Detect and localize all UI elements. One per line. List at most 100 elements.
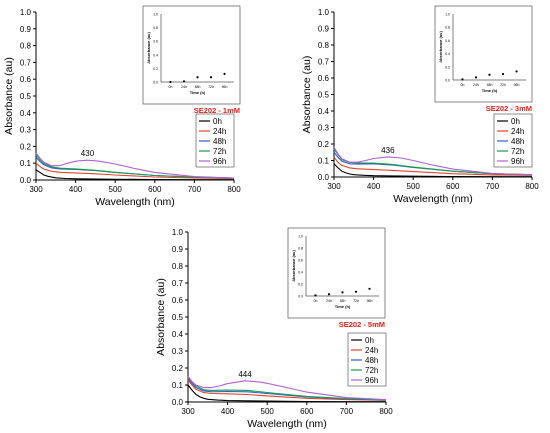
inset-x-tick-label: 96h	[367, 299, 373, 303]
y-tick-label: 0.2	[20, 142, 32, 151]
chart-panel-2: 0.0 0.1 0.2 0.3 0.4 0.5 0.6 0.7 0.8 0.9 1.0 300 400 5…	[301, 5, 539, 205]
sample-label: SE202 - 3mM	[486, 104, 532, 113]
x-tick-label: 300	[29, 185, 43, 194]
x-tick-label: 500	[261, 407, 275, 416]
y-tick-label: 0.2	[172, 364, 184, 373]
legend-label: 24h	[511, 127, 524, 136]
x-tick-label: 400	[367, 182, 381, 191]
chart-panel-3: 0.0 0.1 0.2 0.3 0.4 0.5 0.6 0.7 0.8 0.9 1.0 300 400 5…	[155, 227, 393, 430]
inset-x-tick-label: 0h	[314, 299, 318, 303]
inset-x-tick-label: 48h	[195, 85, 201, 89]
y-tick-label: 0.9	[20, 25, 32, 34]
y-tick-label: 0.9	[318, 25, 330, 34]
y-tick-label: 1.0	[318, 8, 330, 17]
x-tick-label: 700	[188, 185, 202, 194]
legend-label: 96h	[511, 157, 524, 166]
x-tick-label: 300	[181, 407, 195, 416]
inset-y-tick-label: 0.2	[298, 283, 303, 287]
y-tick-label: 0.6	[318, 74, 330, 83]
inset-y-tick-label: 0.8	[445, 26, 450, 30]
y-tick-label: 0.4	[172, 330, 184, 339]
series-line-96h	[35, 152, 235, 179]
legend-label: 0h	[511, 117, 520, 126]
x-tick-label: 400	[221, 407, 235, 416]
x-tick-label: 700	[340, 407, 354, 416]
series-line-24h	[333, 156, 533, 176]
inset-point	[488, 73, 491, 76]
inset-point	[196, 76, 199, 79]
inset-x-tick-label: 48h	[487, 83, 493, 87]
y-tick-label: 0.7	[318, 58, 330, 67]
x-axis-title: Wavelength (nm)	[247, 418, 327, 430]
inset-x-tick-label: 48h	[340, 299, 346, 303]
y-tick-label: 0.6	[172, 296, 184, 305]
x-axis-title: Wavelength (nm)	[393, 193, 473, 205]
y-tick-label: 0.3	[172, 347, 184, 356]
inset-point	[515, 70, 518, 73]
inset-x-tick-label: 96h	[514, 83, 520, 87]
y-tick-label: 0.7	[172, 279, 184, 288]
peak-label: 436	[381, 146, 395, 155]
inset-x-tick-label: 0h	[169, 85, 173, 89]
y-tick-label: 0.2	[318, 140, 330, 149]
y-tick-label: 0.9	[172, 245, 184, 254]
y-tick-label: 0.8	[20, 42, 32, 51]
series-line-96h	[333, 147, 533, 176]
y-tick-label: 0.5	[20, 92, 32, 101]
inset-y-tick-label: 0.8	[298, 247, 303, 251]
inset-frame	[434, 5, 533, 103]
inset-x-tick-label: 24h	[326, 299, 332, 303]
y-tick-label: 0.1	[172, 381, 184, 390]
inset-y-tick-label: 0.8	[153, 26, 158, 30]
legend-label: 72h	[511, 147, 524, 156]
legend-label: 96h	[365, 376, 378, 385]
series-line-24h	[35, 162, 235, 180]
series-line-0h	[333, 163, 532, 178]
y-tick-label: 1.0	[20, 8, 32, 17]
legend-label: 96h	[213, 157, 226, 166]
x-tick-label: 600	[446, 182, 460, 191]
y-tick-label: 0.6	[20, 75, 32, 84]
inset-y-tick-label: 0.2	[153, 67, 158, 71]
inset-x-tick-label: 96h	[222, 85, 228, 89]
peak-label: 444	[238, 370, 252, 379]
inset-point	[461, 78, 464, 81]
inset-x-axis-title: Time (h)	[482, 88, 498, 93]
sample-label: SE202 - 1mM	[194, 106, 240, 115]
inset-x-tick-label: 72h	[500, 83, 506, 87]
inset-point	[314, 294, 317, 297]
inset-y-tick-label: 0.4	[153, 53, 158, 57]
inset-x-tick-label: 72h	[353, 299, 359, 303]
x-tick-label: 400	[69, 185, 83, 194]
legend-label: 72h	[213, 147, 226, 156]
inset-x-tick-label: 0h	[461, 83, 465, 87]
x-tick-label: 800	[227, 185, 241, 194]
y-tick-label: 0.8	[318, 41, 330, 50]
chart-panel-1: 0.0 0.1 0.2 0.3 0.4 0.5 0.6 0.7 0.8 0.9 1.0 300 400 5…	[3, 5, 241, 208]
y-tick-label: 0.0	[20, 176, 32, 185]
inset-point	[354, 290, 358, 293]
inset-y-tick-label: 0.4	[298, 271, 303, 275]
x-tick-label: 800	[379, 407, 393, 416]
y-axis-title: Absorbance (au)	[155, 278, 167, 356]
y-tick-label: 0.0	[172, 398, 184, 407]
legend-label: 0h	[365, 336, 374, 345]
inset-point	[368, 287, 371, 290]
x-tick-label: 800	[525, 182, 539, 191]
inset-x-axis-title: Time (h)	[190, 90, 206, 95]
inset: 0.0 0.2 0.4 0.6 0.8 1.0 0h 24h 48h 72h 96h Time (h)…	[142, 5, 241, 105]
legend-label: 72h	[365, 366, 378, 375]
inset-y-axis-title: Absorbance (au)	[438, 31, 443, 63]
inset: 0.0 0.2 0.4 0.6 0.8 1.0 0h 24h 48h 72h 96h Time (h)…	[287, 227, 386, 319]
inset-y-axis-title: Absorbance (au)	[291, 250, 296, 282]
y-tick-label: 0.1	[20, 159, 32, 168]
y-axis-title: Absorbance (au)	[3, 57, 15, 135]
legend-label: 24h	[213, 127, 226, 136]
series-line-0h	[35, 169, 234, 181]
inset-y-tick-label: 1.0	[298, 235, 303, 239]
legend-label: 48h	[511, 137, 524, 146]
y-tick-label: 0.8	[172, 262, 184, 271]
